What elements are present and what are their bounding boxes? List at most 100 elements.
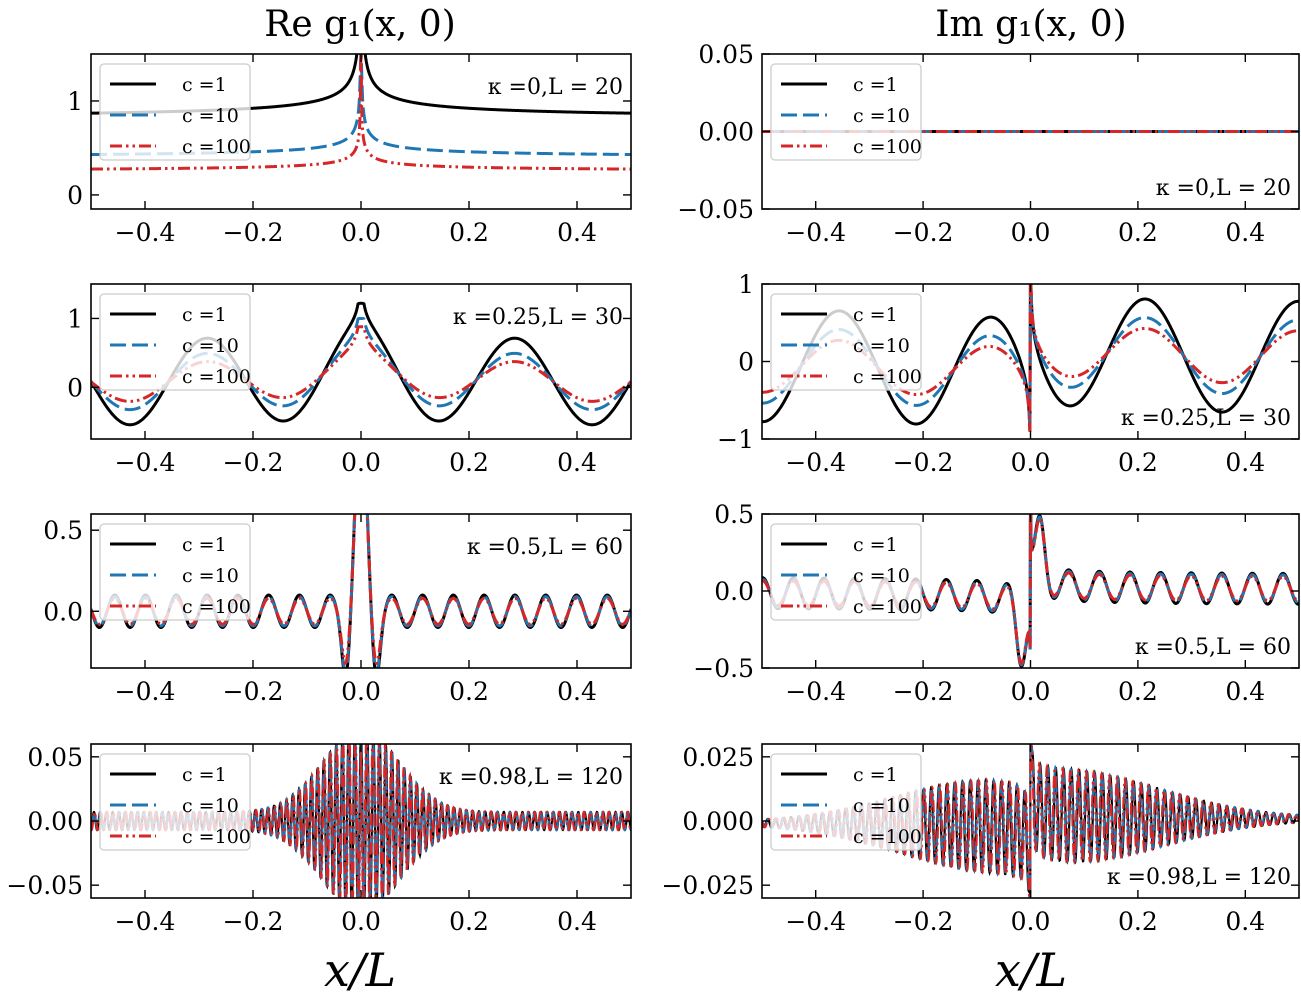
y-tick-label-re-k098-2: 0.05 (27, 743, 83, 772)
legend-box-im-k098 (770, 753, 922, 851)
x-tick-label-im-k098-4: 0.4 (1225, 907, 1265, 936)
x-tick-label-re-k05-3: 0.2 (449, 677, 489, 706)
x-tick-label-re-k025-4: 0.4 (557, 448, 597, 477)
y-tick-label-im-k0-1: 0.00 (698, 118, 754, 147)
y-tick-label-im-k05-0: −0.5 (693, 654, 754, 683)
x-tick-label-im-k05-0: −0.4 (785, 677, 846, 706)
y-tick-label-im-k025-2: 1 (738, 270, 754, 299)
y-tick-label-re-k098-0: −0.05 (6, 871, 83, 900)
legend-box-im-k0 (770, 63, 922, 161)
legend-re-k025: c =1 c =10 c =100 (99, 293, 251, 391)
legend-label-im-k025-c=100: c =100 (853, 366, 922, 388)
legend-label-im-k05-c=1: c =1 (853, 534, 898, 556)
legend-label-im-k0-c=100: c =100 (853, 136, 922, 158)
legend-label-im-k0-c=1: c =1 (853, 74, 898, 96)
annotation-im-k098: κ =0.98,L = 120 (1107, 865, 1291, 890)
x-tick-label-im-k0-0: −0.4 (785, 218, 846, 247)
legend-box-im-k025 (770, 293, 922, 391)
y-tick-label-im-k098-2: 0.025 (682, 743, 754, 772)
x-tick-label-im-k025-3: 0.2 (1118, 448, 1158, 477)
x-tick-label-re-k025-2: 0.0 (341, 448, 381, 477)
x-tick-label-re-k05-0: −0.4 (115, 677, 176, 706)
legend-im-k098: c =1 c =10 c =100 (770, 753, 922, 851)
legend-label-re-k025-c=10: c =10 (182, 335, 239, 357)
x-tick-label-re-k025-3: 0.2 (449, 448, 489, 477)
panel-re-k025: −0.4 −0.2 0.0 0.2 0.4 0 1 c =1 c =10 c =100 κ =0.2… (67, 283, 632, 477)
legend-label-im-k098-c=100: c =100 (853, 826, 922, 848)
x-tick-label-im-k0-3: 0.2 (1118, 218, 1158, 247)
x-tick-label-im-k05-1: −0.2 (893, 677, 954, 706)
legend-label-im-k025-c=10: c =10 (853, 335, 910, 357)
y-tick-label-re-k025-0: 0 (67, 373, 83, 402)
panel-re-k05: −0.4 −0.2 0.0 0.2 0.4 0.0 0.5 c =1 c =10 c =100 κ … (43, 513, 632, 706)
y-tick-label-im-k0-2: 0.05 (698, 40, 754, 69)
legend-label-re-k098-c=100: c =100 (182, 826, 251, 848)
y-tick-label-re-k025-1: 1 (67, 304, 83, 333)
x-tick-label-re-k0-3: 0.2 (449, 218, 489, 247)
column-title-im: Im g₁(x, 0) (935, 4, 1126, 45)
legend-re-k0: c =1 c =10 c =100 (99, 63, 251, 161)
x-tick-label-im-k025-2: 0.0 (1011, 448, 1051, 477)
y-tick-label-im-k098-1: 0.000 (682, 807, 754, 836)
legend-box-re-k098 (99, 753, 251, 851)
legend-label-re-k098-c=10: c =10 (182, 795, 239, 817)
x-tick-label-re-k098-2: 0.0 (341, 907, 381, 936)
x-tick-label-im-k025-0: −0.4 (785, 448, 846, 477)
x-tick-label-im-k05-4: 0.4 (1225, 677, 1265, 706)
legend-box-re-k0 (99, 63, 251, 161)
legend-label-re-k05-c=1: c =1 (182, 534, 227, 556)
legend-re-k05: c =1 c =10 c =100 (99, 523, 251, 621)
legend-label-im-k05-c=10: c =10 (853, 565, 910, 587)
legend-label-re-k098-c=1: c =1 (182, 764, 227, 786)
y-tick-label-re-k098-1: 0.00 (27, 807, 83, 836)
y-tick-label-im-k098-0: −0.025 (661, 871, 754, 900)
x-tick-label-im-k098-3: 0.2 (1118, 907, 1158, 936)
legend-label-im-k025-c=1: c =1 (853, 304, 898, 326)
y-tick-label-re-k05-1: 0.5 (43, 516, 83, 545)
legend-im-k05: c =1 c =10 c =100 (770, 523, 922, 621)
annotation-im-k0: κ =0,L = 20 (1156, 176, 1291, 201)
legend-box-im-k05 (770, 523, 922, 621)
panel-re-k0: −0.4 −0.2 0.0 0.2 0.4 0 1 c =1 c =10 c =100 κ =0,L… (67, 53, 632, 247)
panel-im-k025: −0.4 −0.2 0.0 0.2 0.4 −1 0 1 c =1 c =10 c =100 κ =0… (717, 270, 1300, 477)
x-tick-label-re-k05-4: 0.4 (557, 677, 597, 706)
legend-label-re-k05-c=100: c =100 (182, 596, 251, 618)
x-tick-label-re-k05-2: 0.0 (341, 677, 381, 706)
legend-label-re-k025-c=100: c =100 (182, 366, 251, 388)
annotation-re-k025: κ =0.25,L = 30 (453, 305, 623, 330)
y-tick-label-re-k0-1: 1 (67, 87, 83, 116)
x-tick-label-re-k098-4: 0.4 (557, 907, 597, 936)
y-tick-label-re-k05-0: 0.0 (43, 597, 83, 626)
legend-im-k0: c =1 c =10 c =100 (770, 63, 922, 161)
legend-box-re-k025 (99, 293, 251, 391)
x-tick-label-im-k025-4: 0.4 (1225, 448, 1265, 477)
y-tick-label-im-k0-0: −0.05 (677, 195, 754, 224)
x-tick-label-im-k0-4: 0.4 (1225, 218, 1265, 247)
x-tick-label-re-k0-4: 0.4 (557, 218, 597, 247)
y-tick-label-im-k05-1: 0.0 (714, 577, 754, 606)
y-tick-label-im-k025-0: −1 (717, 425, 754, 454)
legend-label-re-k0-c=100: c =100 (182, 136, 251, 158)
x-tick-label-im-k025-1: −0.2 (893, 448, 954, 477)
annotation-re-k0: κ =0,L = 20 (488, 75, 623, 100)
x-tick-label-re-k098-1: −0.2 (223, 907, 284, 936)
legend-label-im-k0-c=10: c =10 (853, 105, 910, 127)
x-tick-label-re-k0-2: 0.0 (341, 218, 381, 247)
legend-label-re-k025-c=1: c =1 (182, 304, 227, 326)
annotation-re-k05: κ =0.5,L = 60 (467, 535, 623, 560)
legend-re-k098: c =1 c =10 c =100 (99, 753, 251, 851)
y-tick-label-re-k0-0: 0 (67, 181, 83, 210)
series-line-re-k0-c=100 (91, 54, 631, 171)
legend-box-re-k05 (99, 523, 251, 621)
x-tick-label-im-k0-1: −0.2 (893, 218, 954, 247)
y-tick-label-im-k025-1: 0 (738, 348, 754, 377)
x-tick-label-re-k098-3: 0.2 (449, 907, 489, 936)
legend-label-re-k0-c=10: c =10 (182, 105, 239, 127)
x-tick-label-im-k098-2: 0.0 (1011, 907, 1051, 936)
legend-label-im-k05-c=100: c =100 (853, 596, 922, 618)
x-tick-label-im-k098-1: −0.2 (893, 907, 954, 936)
x-axis-label-re: x/L (324, 943, 396, 997)
